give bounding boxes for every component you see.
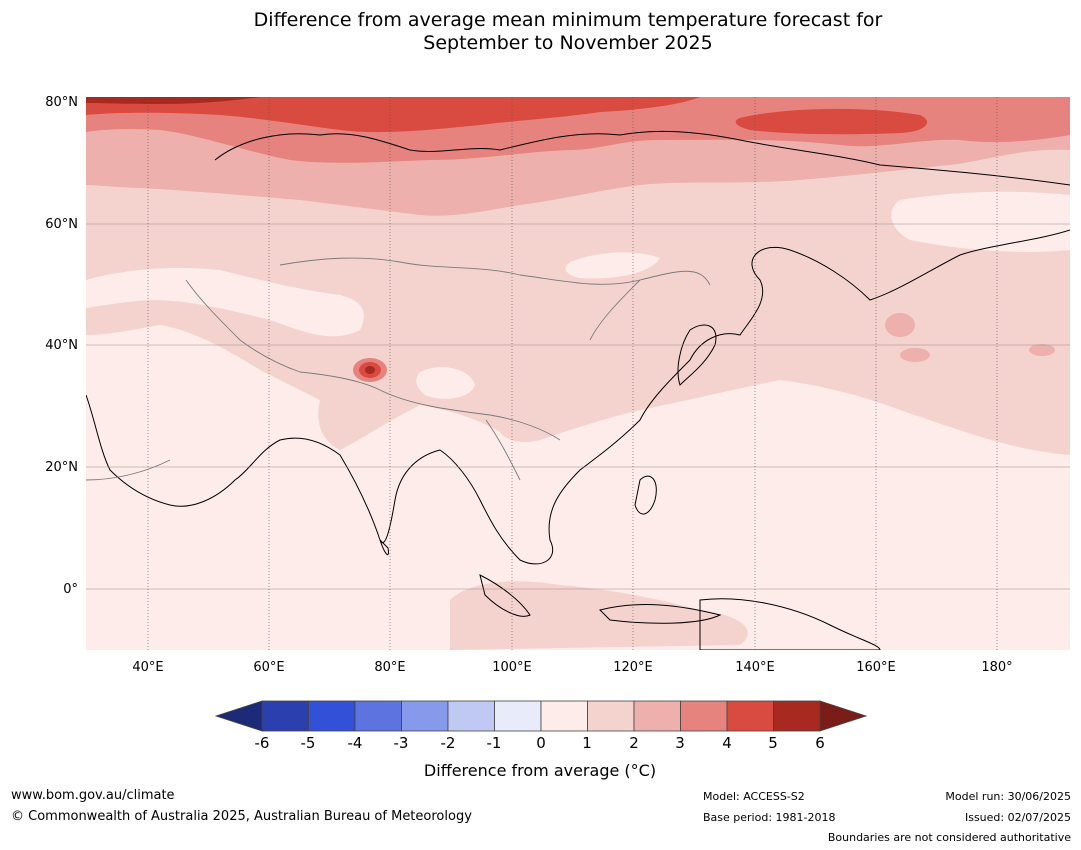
colorbar-extend-low bbox=[214, 700, 263, 732]
colorbar-tick: -6 bbox=[254, 734, 270, 752]
anomaly-blob-pacific-3 bbox=[1029, 344, 1055, 356]
colorbar-cell bbox=[494, 700, 542, 732]
lat-label: 40°N bbox=[45, 338, 78, 353]
title-line-2: September to November 2025 bbox=[423, 32, 713, 54]
anomaly-band-0-1-mongolia bbox=[565, 252, 660, 279]
lon-label: 40°E bbox=[132, 660, 164, 675]
colorbar-cell bbox=[540, 700, 588, 732]
colorbar-tick: -4 bbox=[347, 734, 363, 752]
lon-label: 120°E bbox=[613, 660, 653, 675]
colorbar-tick: -2 bbox=[440, 734, 456, 752]
graticule-meridians bbox=[147, 97, 998, 650]
colorbar-tick: 1 bbox=[582, 734, 592, 752]
colorbar-tick: -5 bbox=[300, 734, 316, 752]
anomaly-hotspot-inner bbox=[365, 366, 375, 374]
lon-label: 180° bbox=[981, 660, 1013, 675]
colorbar bbox=[214, 700, 868, 732]
colorbar-tick: -3 bbox=[393, 734, 409, 752]
colorbar-cell bbox=[587, 700, 635, 732]
lat-label: 20°N bbox=[45, 460, 78, 475]
colorbar-cell bbox=[680, 700, 728, 732]
base-period: Base period: 1981-2018 bbox=[703, 811, 836, 824]
colorbar-label: Difference from average (°C) bbox=[423, 761, 657, 780]
colorbar-tick: 2 bbox=[629, 734, 639, 752]
colorbar-tick: 3 bbox=[675, 734, 685, 752]
model-name: Model: ACCESS-S2 bbox=[703, 790, 805, 803]
colorbar-cell bbox=[773, 700, 821, 732]
graticule-parallels bbox=[86, 223, 1070, 590]
colorbar-cell bbox=[447, 700, 495, 732]
anomaly-band-0-1-northeast bbox=[891, 191, 1070, 252]
website-link[interactable]: www.bom.gov.au/climate bbox=[11, 788, 175, 803]
lat-label: 80°N bbox=[45, 95, 78, 110]
colorbar-cell bbox=[726, 700, 774, 732]
colorbar-tick: 5 bbox=[768, 734, 778, 752]
anomaly-blob-pacific-2 bbox=[900, 348, 930, 362]
lat-label: 60°N bbox=[45, 217, 78, 232]
boundaries-disclaimer: Boundaries are not considered authoritat… bbox=[827, 831, 1071, 844]
anomaly-band-1-2-south bbox=[450, 581, 748, 650]
anomaly-band-0-1-tibet bbox=[416, 367, 475, 399]
anomaly-band-5-6 bbox=[86, 97, 260, 104]
lon-label: 60°E bbox=[253, 660, 285, 675]
lat-label: 0° bbox=[63, 582, 78, 597]
country-borders bbox=[86, 257, 711, 481]
colorbar-cell bbox=[354, 700, 402, 732]
coastlines bbox=[86, 130, 1070, 650]
colorbar-tick: 6 bbox=[815, 734, 825, 752]
lon-label: 80°E bbox=[374, 660, 406, 675]
colorbar-cell bbox=[633, 700, 681, 732]
colorbar-cell bbox=[401, 700, 449, 732]
copyright-notice: © Commonwealth of Australia 2025, Austra… bbox=[11, 809, 472, 824]
map-area bbox=[86, 97, 1070, 650]
colorbar-cells bbox=[261, 700, 821, 732]
title-line-1: Difference from average mean minimum tem… bbox=[253, 9, 883, 31]
issued-date: Issued: 02/07/2025 bbox=[964, 811, 1071, 824]
colorbar-tick: 0 bbox=[536, 734, 546, 752]
lon-label: 100°E bbox=[492, 660, 532, 675]
colorbar-cell bbox=[261, 700, 309, 732]
model-run-date: Model run: 30/06/2025 bbox=[945, 790, 1071, 803]
anomaly-band-4-5 bbox=[86, 97, 928, 135]
map-title: Difference from average mean minimum tem… bbox=[0, 9, 1081, 55]
colorbar-tick: 4 bbox=[722, 734, 732, 752]
colorbar-extend-high bbox=[819, 700, 868, 732]
anomaly-band-0-1-central-asia bbox=[86, 268, 364, 337]
lon-label: 140°E bbox=[735, 660, 775, 675]
colorbar-cell bbox=[308, 700, 356, 732]
colorbar-tick: -1 bbox=[486, 734, 502, 752]
lon-label: 160°E bbox=[856, 660, 896, 675]
anomaly-blob-pacific-1 bbox=[885, 313, 915, 337]
